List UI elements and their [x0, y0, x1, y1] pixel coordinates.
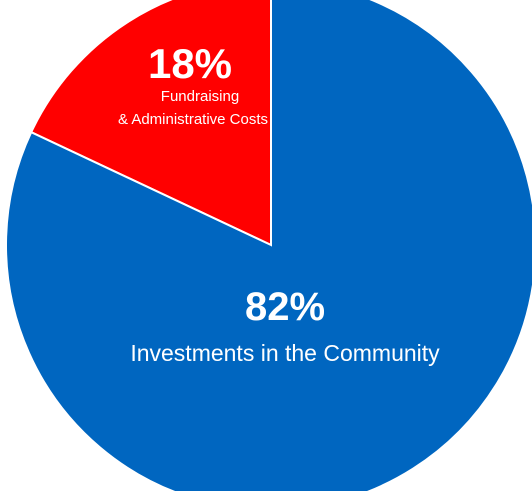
- pie-labels: 18% Fundraising & Administrative Costs 8…: [118, 40, 440, 366]
- pie-slice-investments: [5, 0, 532, 491]
- slice-label-fundraising-line1: Fundraising: [161, 88, 239, 105]
- slice-value-label-investments: 82%: [245, 285, 325, 329]
- slice-value-label-fundraising: 18%: [148, 40, 232, 87]
- pie-slices: [5, 0, 532, 491]
- pie-slice-fundraising: [29, 0, 272, 247]
- slice-label-fundraising-line2: & Administrative Costs: [118, 111, 268, 128]
- slice-label-investments: Investments in the Community: [130, 340, 440, 366]
